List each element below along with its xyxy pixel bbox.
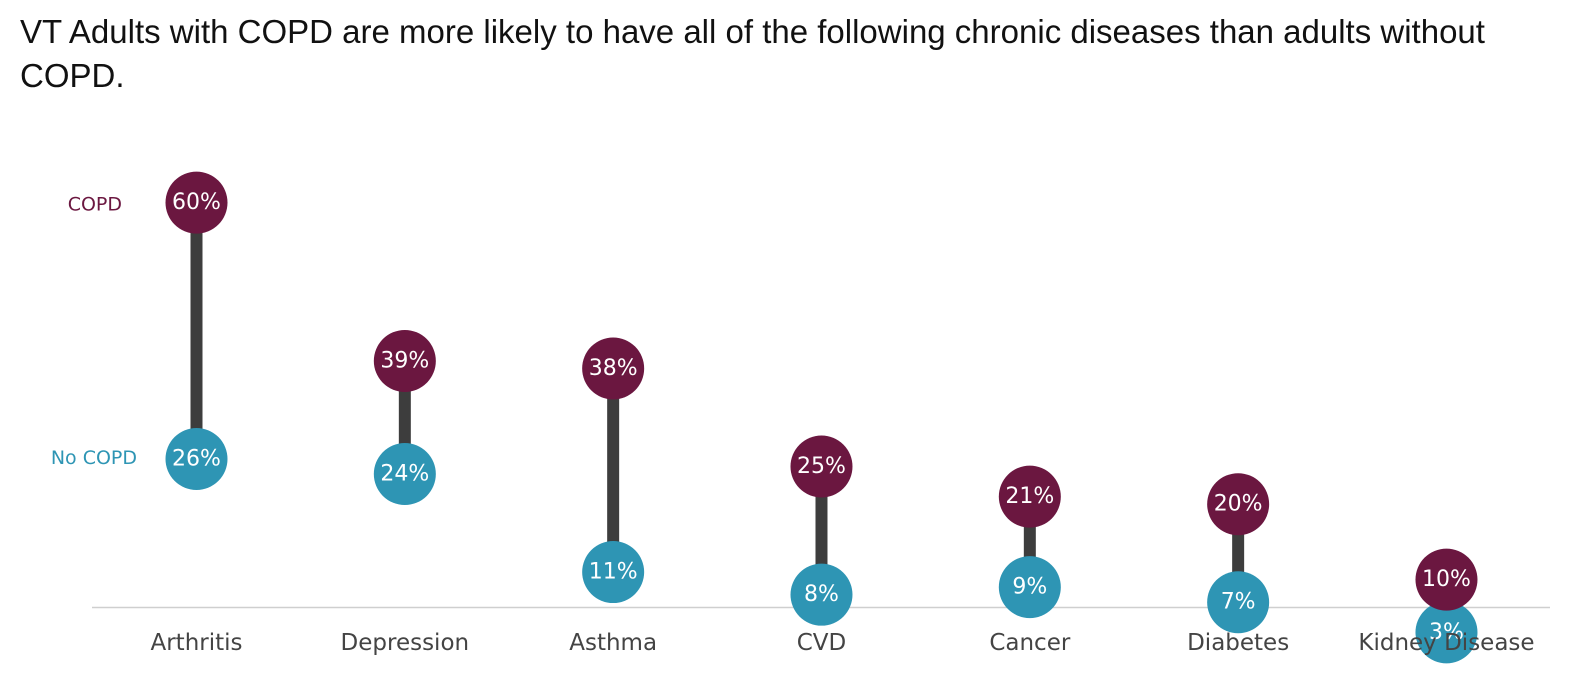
- copd-point-4: [998, 465, 1061, 528]
- no-copd-point-4: [998, 556, 1061, 619]
- category-label-1: Depression: [341, 630, 470, 656]
- no-copd-point-3: [790, 563, 853, 626]
- no-copd-label-2: 11%: [589, 560, 638, 585]
- no-copd-point-6: [1415, 601, 1478, 664]
- copd-label-0: 60%: [172, 190, 221, 215]
- category-label-2: Asthma: [569, 630, 657, 656]
- copd-point-5: [1207, 473, 1270, 536]
- copd-point-0: [165, 171, 228, 234]
- copd-point-3: [790, 435, 853, 498]
- copd-label-6: 10%: [1422, 567, 1471, 592]
- category-label-6: Kidney Disease: [1358, 630, 1534, 656]
- no-copd-point-1: [373, 443, 436, 506]
- copd-point-6: [1415, 548, 1478, 611]
- series-legend: COPD No COPD: [51, 194, 137, 469]
- copd-point-1: [373, 329, 436, 392]
- copd-label-5: 20%: [1214, 492, 1263, 517]
- legend-copd: COPD: [68, 194, 122, 216]
- copd-label-2: 38%: [589, 356, 638, 381]
- copd-label-1: 39%: [380, 348, 429, 373]
- chart-title: VT Adults with COPD are more likely to h…: [20, 13, 1485, 94]
- no-copd-point-2: [582, 541, 645, 604]
- category-label-4: Cancer: [989, 630, 1071, 656]
- copd-label-3: 25%: [797, 454, 846, 479]
- category-label-5: Diabetes: [1187, 630, 1289, 656]
- copd-label-4: 21%: [1005, 484, 1054, 509]
- copd-point-2: [582, 337, 645, 400]
- no-copd-point-0: [165, 427, 228, 490]
- no-copd-label-6: 3%: [1429, 620, 1464, 645]
- category-label-3: CVD: [797, 630, 847, 656]
- no-copd-label-5: 7%: [1221, 590, 1256, 615]
- no-copd-label-0: 26%: [172, 446, 221, 471]
- data-points: 26% 60% 24% 39% 11% 38% 8% 25% 9% 21% 7% 20% 3% 10%: [165, 171, 1478, 664]
- no-copd-label-3: 8%: [804, 582, 839, 607]
- legend-no-copd: No COPD: [51, 447, 137, 469]
- no-copd-point-5: [1207, 571, 1270, 634]
- category-label-0: Arthritis: [150, 630, 242, 656]
- no-copd-label-4: 9%: [1012, 575, 1047, 600]
- no-copd-label-1: 24%: [380, 462, 429, 487]
- category-labels: Arthritis Depression Asthma CVD Cancer Diabet…: [150, 630, 1534, 656]
